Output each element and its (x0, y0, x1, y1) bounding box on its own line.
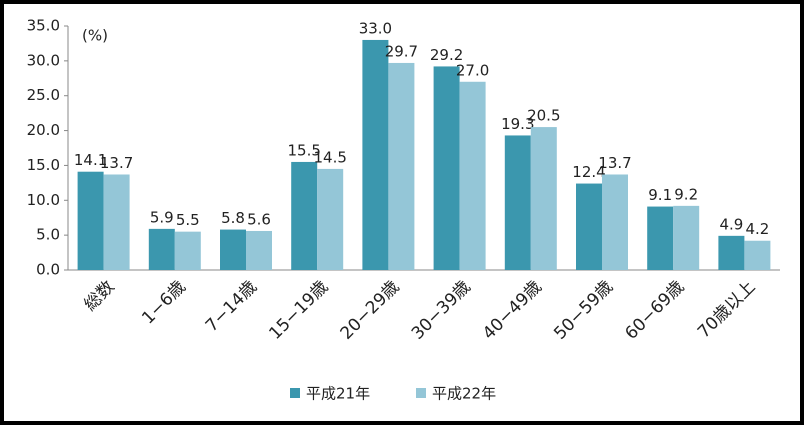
y-tick-label: 5.0 (36, 226, 60, 244)
bar (246, 230, 272, 270)
bar (148, 228, 175, 270)
unit-annotation: (%) (82, 27, 108, 45)
bar (504, 135, 531, 270)
bar (744, 240, 771, 270)
value-label: 13.7 (598, 154, 631, 172)
bar (388, 62, 415, 270)
value-label: 5.5 (176, 211, 200, 229)
value-label: 33.0 (359, 19, 392, 37)
value-label: 14.5 (313, 148, 346, 166)
value-label: 9.1 (648, 186, 672, 204)
value-label: 5.8 (221, 209, 245, 227)
bar (718, 235, 745, 270)
y-tick-label: 35.0 (27, 17, 60, 35)
value-label: 19.3 (501, 115, 534, 133)
bar (576, 183, 602, 270)
bar (291, 161, 318, 270)
y-tick-label: 0.0 (36, 261, 60, 279)
bar (647, 206, 674, 270)
bar (317, 168, 344, 270)
value-label: 5.6 (247, 210, 271, 228)
value-label: 27.0 (456, 61, 489, 79)
legend-swatch (290, 388, 300, 398)
y-tick-label: 25.0 (27, 86, 60, 104)
value-label: 9.2 (674, 185, 698, 203)
legend-label: 平成22年 (432, 385, 496, 403)
legend-label: 平成21年 (306, 385, 370, 403)
value-label: 12.4 (572, 163, 605, 181)
bar (103, 174, 130, 270)
legend-swatch (416, 388, 426, 398)
value-label: 13.7 (100, 154, 133, 172)
value-label: 29.2 (430, 46, 463, 64)
value-label: 5.9 (150, 208, 174, 226)
bar (77, 171, 104, 270)
bar (673, 205, 700, 270)
bar (362, 39, 389, 270)
y-tick-label: 30.0 (27, 51, 60, 69)
bar (459, 81, 486, 271)
y-tick-label: 20.0 (27, 121, 60, 139)
y-tick-label: 10.0 (27, 191, 60, 209)
value-label: 29.7 (385, 42, 418, 60)
bar (530, 127, 557, 270)
value-label: 4.9 (719, 215, 743, 233)
bar (433, 66, 460, 270)
y-tick-label: 15.0 (27, 156, 60, 174)
bar (174, 231, 201, 270)
value-label: 20.5 (527, 107, 560, 125)
bar (602, 174, 628, 270)
bar (220, 229, 246, 270)
value-label: 4.2 (745, 220, 769, 238)
value-label: 15.5 (287, 141, 320, 159)
value-label: 14.1 (74, 151, 107, 169)
